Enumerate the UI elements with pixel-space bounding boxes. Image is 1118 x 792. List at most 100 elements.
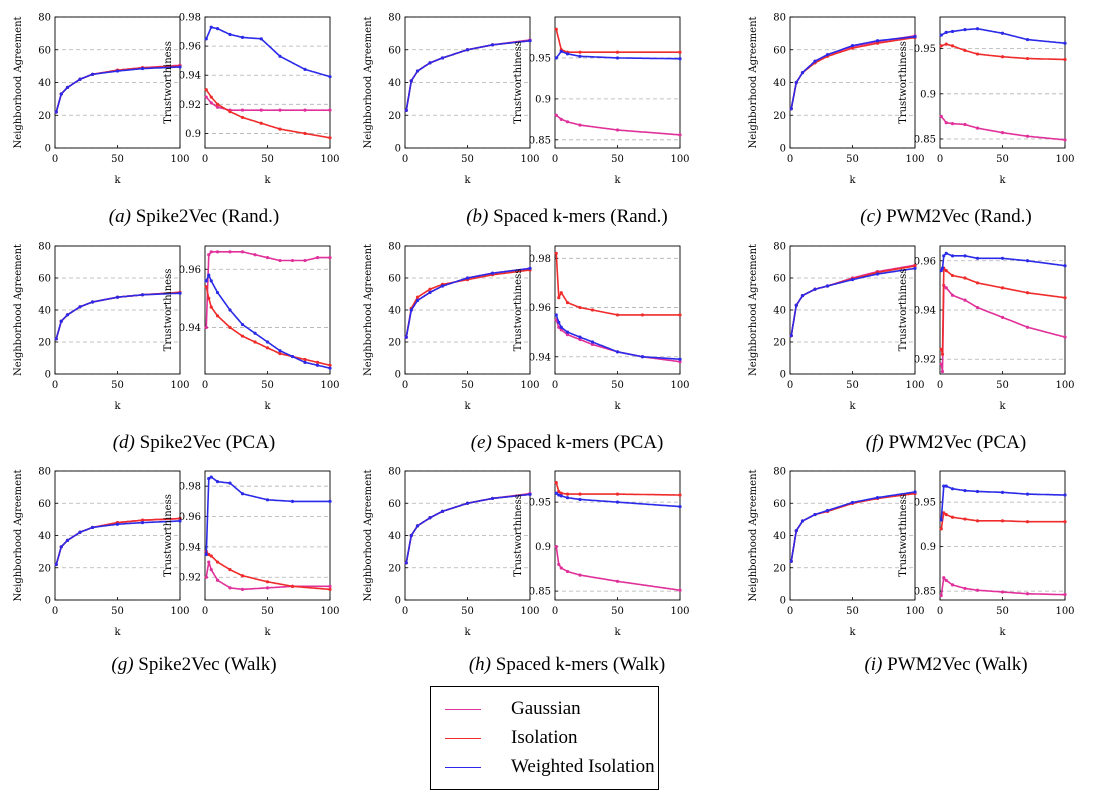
data-point <box>554 491 558 495</box>
series-line-gaussian <box>555 319 681 363</box>
data-point <box>1000 490 1005 494</box>
data-point <box>557 325 561 329</box>
y-tick-label: 0.92 <box>179 573 201 584</box>
data-point <box>178 65 182 69</box>
data-point <box>228 250 232 254</box>
y-tick-label: 20 <box>773 563 786 574</box>
data-point <box>615 50 620 54</box>
data-point <box>950 254 955 258</box>
data-point <box>59 545 63 549</box>
series-line-isolation <box>940 267 1066 356</box>
data-point <box>178 519 182 523</box>
x-tick-label: 50 <box>846 154 859 165</box>
data-point <box>942 254 946 258</box>
series-line-gaussian <box>205 251 330 328</box>
data-point <box>215 102 220 106</box>
x-tick-label: 100 <box>320 380 339 391</box>
data-point <box>554 545 558 549</box>
data-point <box>950 293 955 297</box>
y-tick-label: 0.94 <box>529 352 551 363</box>
y-tick-label: 0 <box>45 144 51 155</box>
series-line-isolation <box>205 550 331 591</box>
data-point <box>240 574 245 578</box>
data-point <box>265 256 270 260</box>
data-point <box>303 357 307 362</box>
y-tick-label: 20 <box>773 338 786 349</box>
x-axis-label: k <box>849 627 856 638</box>
plot-frame <box>204 245 331 375</box>
x-tick-label: 100 <box>320 154 339 165</box>
y-tick-label: 0.96 <box>529 303 551 314</box>
x-axis-label: k <box>614 175 621 186</box>
data-point <box>1000 315 1005 319</box>
data-point <box>328 499 332 503</box>
data-point <box>789 559 793 563</box>
data-point <box>465 501 470 505</box>
data-point <box>204 552 208 557</box>
series-line-gaussian <box>940 284 1066 373</box>
data-point <box>939 362 943 366</box>
data-point <box>115 295 120 299</box>
x-axis-label: k <box>849 175 856 186</box>
data-point <box>428 290 432 294</box>
data-point <box>678 357 682 361</box>
caption-text: PWM2Vec (Rand.) <box>886 206 1032 227</box>
x-tick-label: 100 <box>1055 380 1074 391</box>
data-point <box>615 500 620 504</box>
data-point <box>315 256 320 260</box>
data-point <box>278 258 282 263</box>
x-axis-label: k <box>614 401 621 412</box>
data-point <box>554 113 558 117</box>
y-axis-label: Trustworthiness <box>898 41 909 124</box>
x-tick-label: 0 <box>52 606 58 617</box>
y-axis-label: Neighborhood Agreement <box>13 16 24 148</box>
data-point <box>228 568 232 572</box>
data-point <box>253 253 257 257</box>
data-point <box>1025 37 1030 42</box>
data-point <box>875 496 880 500</box>
legend-label-gaussian: Gaussian <box>511 698 581 719</box>
caption-text: PWM2Vec (Walk) <box>887 654 1028 675</box>
caption-label: (d) <box>112 432 135 453</box>
y-tick-label: 0.96 <box>179 265 201 276</box>
data-point <box>228 325 232 330</box>
data-point <box>209 250 213 254</box>
data-point <box>963 254 967 258</box>
caption-text: Spike2Vec (Walk) <box>138 654 277 675</box>
y-tick-label: 80 <box>38 13 51 24</box>
data-point <box>913 35 917 39</box>
caption-label: (c) <box>860 206 882 227</box>
data-point <box>963 48 967 53</box>
x-tick-label: 50 <box>111 606 124 617</box>
y-tick-label: 0.96 <box>179 42 201 53</box>
chart-c-trustworthiness: 0.85 0.9 0.95 0 50 100 k Trustworthiness <box>898 16 1075 186</box>
data-point <box>578 335 582 339</box>
y-tick-label: 80 <box>388 13 401 24</box>
y-tick-label: 0.98 <box>529 254 551 265</box>
data-point <box>554 480 558 485</box>
data-point <box>265 586 270 590</box>
y-tick-label: 20 <box>388 111 401 122</box>
data-point <box>942 511 946 515</box>
x-tick-label: 0 <box>787 380 793 391</box>
y-tick-label: 0.94 <box>179 323 201 334</box>
x-tick-label: 100 <box>1055 154 1074 165</box>
data-point <box>875 41 880 45</box>
data-point <box>328 75 332 79</box>
caption-label: (e) <box>470 432 492 453</box>
plot-frame <box>939 16 1066 149</box>
plot-frame <box>789 470 916 601</box>
y-tick-label: 60 <box>38 274 51 285</box>
data-point <box>554 27 558 31</box>
data-point <box>440 56 445 60</box>
caption-text: Spaced k-mers (PCA) <box>496 432 664 453</box>
x-tick-label: 100 <box>520 606 539 617</box>
data-point <box>640 355 645 359</box>
data-point <box>590 308 595 312</box>
chart-e-neighborhood: 0 20 40 60 80 0 50 100 k Neighborhood Agreement <box>363 242 540 413</box>
data-point <box>557 296 561 300</box>
plot-frame <box>404 245 531 375</box>
data-point <box>259 37 263 41</box>
y-axis-label: Trustworthiness <box>163 41 174 124</box>
data-point <box>404 335 408 339</box>
